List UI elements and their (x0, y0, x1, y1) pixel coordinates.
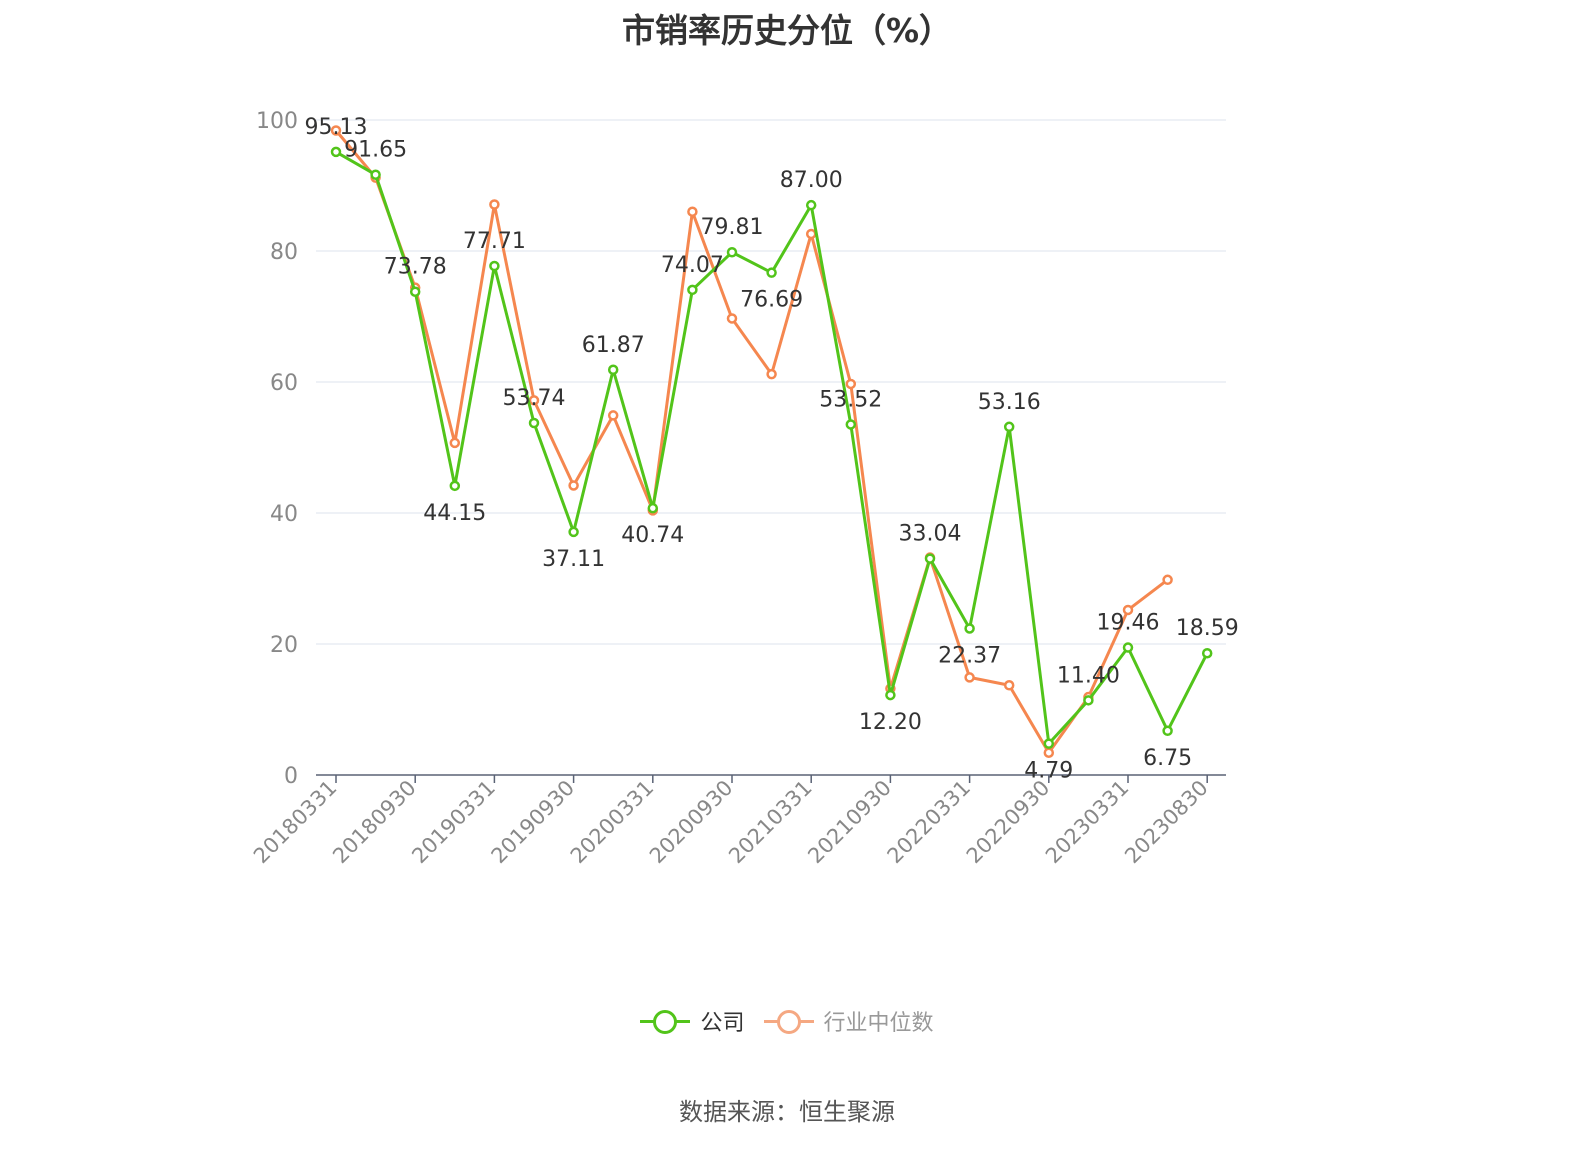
data-point-company (1201, 647, 1213, 659)
x-tick-label: 20180930 (328, 776, 421, 869)
data-label: 53.52 (819, 387, 882, 412)
x-tick-label: 20200930 (645, 776, 738, 869)
data-point-company (1083, 695, 1094, 706)
y-tick-label: 0 (284, 764, 298, 789)
data-label: 79.81 (701, 215, 764, 240)
data-label: 76.69 (740, 288, 803, 313)
data-source: 数据来源：恒生聚源 (679, 1098, 895, 1126)
data-point-company (766, 267, 777, 278)
data-label: 33.04 (899, 522, 962, 547)
legend-label-industry: 行业中位数 (823, 1011, 934, 1036)
data-label: 11.40 (1057, 663, 1120, 688)
y-tick-label: 100 (256, 109, 298, 134)
circle-line-icon (640, 1010, 691, 1034)
data-point-company (885, 689, 896, 701)
data-point-industry (1162, 574, 1173, 586)
data-point-industry (568, 480, 579, 491)
data-label: 61.87 (582, 333, 645, 358)
data-label: 74.07 (661, 253, 724, 278)
data-point-company (449, 480, 461, 492)
y-tick-label: 40 (270, 502, 298, 527)
legend-item-company[interactable]: 公司 (640, 1005, 745, 1037)
data-point-industry (805, 228, 817, 240)
data-point-industry (726, 313, 738, 324)
data-point-industry (1043, 747, 1055, 758)
data-label: 77.71 (463, 229, 526, 254)
data-point-industry (687, 206, 698, 217)
data-point-company (489, 260, 500, 272)
x-tick-label: 20230331 (1041, 776, 1134, 869)
circle-line-icon (763, 1010, 814, 1034)
x-tick-label: 20210331 (724, 776, 817, 869)
x-tick-label: 20230830 (1120, 776, 1213, 869)
x-tick-label: 20200331 (566, 776, 659, 869)
data-point-company (1043, 738, 1055, 749)
data-point-company (409, 286, 421, 297)
data-label: 40.74 (621, 523, 684, 548)
data-label: 19.46 (1097, 611, 1160, 636)
data-point-company (1162, 725, 1173, 737)
data-point-company (964, 623, 975, 634)
data-point-company (924, 553, 936, 564)
data-point-company (726, 246, 738, 258)
data-label: 12.20 (859, 710, 922, 735)
data-point-industry (964, 672, 975, 683)
x-tick-label: 20190930 (487, 776, 580, 869)
data-point-company (330, 146, 342, 158)
chart-legend: 公司 行业中位数 (0, 1005, 1574, 1038)
data-point-company (687, 284, 698, 296)
data-label: 44.15 (423, 501, 486, 526)
legend-label-company: 公司 (700, 1011, 745, 1036)
data-label: 87.00 (780, 168, 843, 193)
data-label: 37.11 (542, 547, 605, 572)
data-label: 22.37 (938, 643, 1001, 668)
data-point-industry (845, 378, 857, 390)
y-tick-label: 60 (270, 371, 298, 396)
data-point-industry (489, 199, 500, 210)
x-tick-label: 20210930 (803, 776, 896, 869)
x-tick-label: 20220930 (962, 776, 1055, 869)
data-point-industry (528, 395, 540, 406)
data-label: 73.78 (384, 255, 447, 280)
data-label: 6.75 (1143, 746, 1192, 771)
data-point-company (370, 169, 381, 180)
data-point-company (647, 502, 659, 514)
data-point-company (528, 417, 540, 429)
data-point-company (805, 199, 817, 211)
y-tick-label: 80 (270, 240, 298, 265)
data-point-company (845, 419, 857, 430)
data-point-industry (766, 368, 777, 380)
data-label: 91.65 (344, 138, 407, 163)
data-point-industry (449, 437, 461, 449)
chart-title: 市销率历史分位（%） (621, 11, 953, 50)
data-point-industry (1122, 604, 1134, 616)
series-line-industry (334, 129, 1169, 755)
y-tick-label: 20 (270, 633, 298, 658)
data-point-company (607, 364, 619, 376)
data-label: 53.74 (503, 386, 566, 411)
data-point-company (568, 526, 579, 538)
data-label: 18.59 (1176, 616, 1239, 641)
x-tick-label: 20190331 (407, 776, 500, 869)
data-point-industry (607, 410, 619, 421)
data-label: 95.13 (305, 115, 368, 140)
x-tick-label: 20180331 (249, 776, 342, 869)
data-label: 53.16 (978, 390, 1041, 415)
legend-item-industry[interactable]: 行业中位数 (763, 1005, 934, 1037)
data-point-industry (1003, 680, 1015, 691)
x-tick-label: 20220331 (883, 776, 976, 869)
data-point-company (1122, 642, 1134, 653)
data-point-company (1003, 421, 1015, 433)
data-label: 4.79 (1024, 759, 1073, 784)
data-point-industry (330, 125, 342, 136)
